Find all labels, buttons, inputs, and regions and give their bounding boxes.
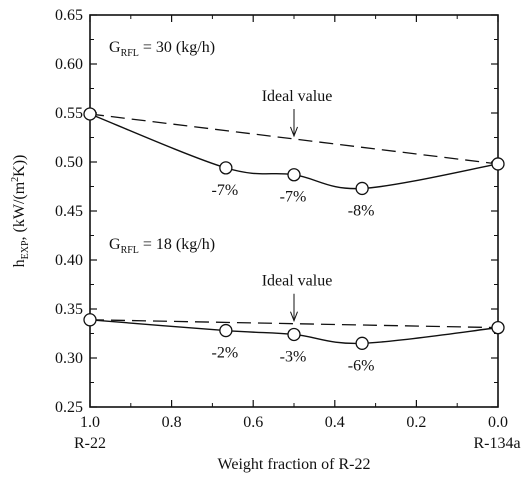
ideal-line [89,113,499,165]
x-tick-label: 0.6 [243,414,263,431]
percent-label: -3% [280,348,307,365]
y-axis-title: hEXP, (kW/(m2K)) [10,155,31,268]
ideal-value-label: Ideal value [262,273,333,290]
percent-label: -8% [348,202,375,219]
data-point [83,313,97,327]
x-tick-label: 1.0 [80,414,100,431]
x-tick-label: 0.2 [406,414,426,431]
x-end-label-left: R-22 [74,435,106,452]
data-point [491,320,505,335]
ideal-arrow-head [290,311,298,323]
condition-label-30: GRFL = 30 (kg/h) [109,39,215,59]
x-axis-title: Weight fraction of R-22 [218,456,371,473]
percent-label: -7% [280,189,307,206]
data-point [83,107,97,121]
y-tick-label: 0.55 [55,105,83,122]
data-point [287,168,301,182]
y-tick-label: 0.60 [55,56,83,73]
axis-ticks: 0.25 0.30 0.35 0.40 0.45 0.50 0.55 0.60 0.65 1.0 0… [55,7,508,431]
y-tick-label: 0.40 [55,252,83,269]
data-point [491,157,505,171]
y-tick-label: 0.35 [55,301,83,318]
percent-label: -7% [212,182,239,199]
x-tick-label: 0.8 [162,414,182,431]
ideal-lines [89,113,499,329]
data-point [287,327,301,342]
x-tick-label: 0.4 [325,414,345,431]
ideal-value-label: Ideal value [262,88,333,105]
data-point [219,323,233,338]
ideal-line [89,319,499,329]
x-tick-label: 0.0 [488,414,508,431]
data-markers [83,107,505,350]
x-end-label-right: R-134a [473,435,520,452]
data-point [219,161,233,175]
condition-label-18: GRFL = 18 (kg/h) [109,236,215,256]
y-tick-label: 0.25 [55,399,83,416]
y-tick-label: 0.65 [55,7,83,24]
ideal-arrow-head [290,126,298,138]
percent-label: -2% [212,345,239,362]
data-point [355,181,369,196]
y-tick-label: 0.50 [55,154,83,171]
y-tick-label: 0.30 [55,350,83,367]
annotations: Ideal value -7% -7% -8% Ideal value -2% -3% -6% [212,88,375,374]
data-point [355,336,369,350]
y-tick-label: 0.45 [55,203,83,220]
percent-label: -6% [348,357,375,374]
